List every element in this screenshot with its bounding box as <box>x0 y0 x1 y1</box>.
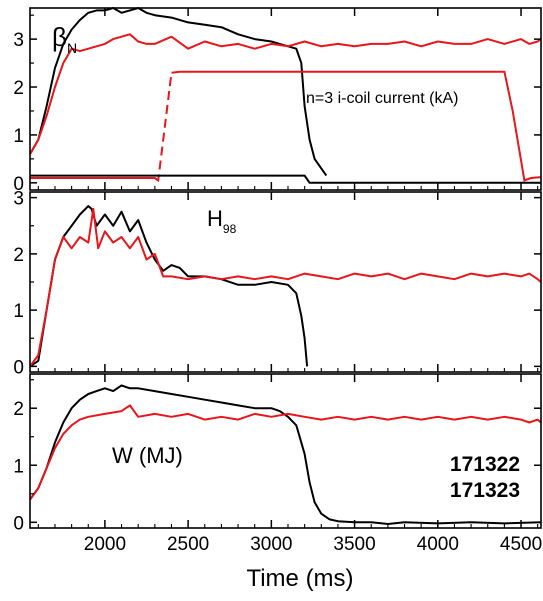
x-tick-label: 3000 <box>250 534 292 555</box>
series-line-171322 <box>29 384 542 525</box>
legend-entry-171323: 171323 <box>450 479 520 502</box>
y-tick-label: 1 <box>13 301 24 322</box>
series-line-icoil-flat <box>171 70 542 182</box>
y-tick-label: 0 <box>13 174 24 195</box>
y-tick-label: 3 <box>13 189 24 210</box>
y-tick-label: 3 <box>13 30 24 51</box>
series-line-171323 <box>29 33 542 155</box>
panel-annotation-subscript: 98 <box>223 222 237 236</box>
panel-annotation-subscript: N <box>67 40 77 56</box>
panel-frame <box>29 191 542 373</box>
x-axis-label: Time (ms) <box>246 565 353 592</box>
x-tick-label: 2000 <box>84 534 126 555</box>
panel-annotation: H98 <box>207 206 237 236</box>
y-tick-label: 2 <box>13 245 24 266</box>
panel-h98: 0 1 2 3 H98 <box>13 189 542 378</box>
series-line-171323 <box>29 207 542 367</box>
panel-stored-energy: 0 1 2 W (MJ) 2000 2500 3000 3500 4000 4500 171322 1… <box>13 373 542 555</box>
y-tick-label: 1 <box>13 456 24 477</box>
series-line-171322 <box>29 7 328 177</box>
panel-annotation: W (MJ) <box>112 443 183 468</box>
panel-frame <box>29 7 542 191</box>
series-line-icoil-dashed <box>30 72 173 183</box>
series-line-171322 <box>29 205 309 368</box>
x-tick-label: 3500 <box>333 534 375 555</box>
x-tick-label: 4500 <box>500 534 542 555</box>
y-tick-label: 0 <box>13 513 24 534</box>
y-tick-label: 2 <box>13 78 24 99</box>
series-line-171323 <box>29 404 542 501</box>
legend-entry-171322: 171322 <box>450 453 520 476</box>
y-tick-label: 1 <box>13 126 24 147</box>
icoil-label: n=3 i-coil current (kA) <box>306 90 459 107</box>
series-line-171322-i-coil <box>30 174 541 184</box>
x-tick-label: 4000 <box>417 534 459 555</box>
panel-frame <box>29 373 542 529</box>
x-tick-label: 2500 <box>167 534 209 555</box>
y-tick-label: 2 <box>13 399 24 420</box>
y-tick-label: 0 <box>13 357 24 378</box>
